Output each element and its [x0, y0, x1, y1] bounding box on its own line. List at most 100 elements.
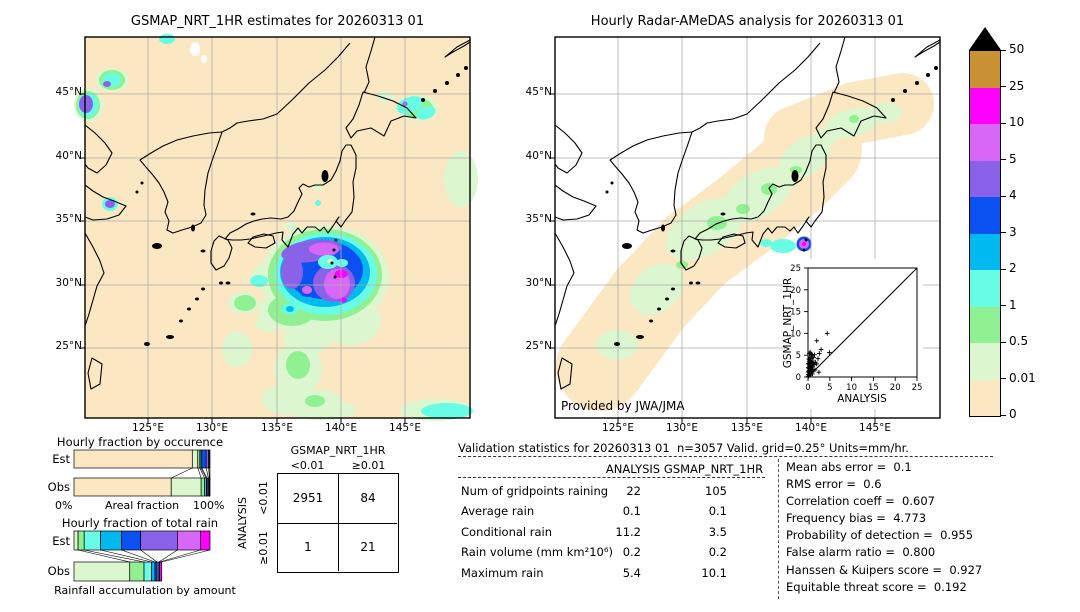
- hourly-fraction-of-total-rain-Est-seg-10-25: [200, 530, 211, 551]
- colorbar-label-0.5: 0.5: [1009, 334, 1029, 348]
- occurrence-est-label: Est: [52, 452, 70, 466]
- radar-intense-cell: [796, 236, 812, 252]
- stats-row-analysis: 22: [626, 484, 641, 498]
- stats-title-rule: [458, 456, 993, 457]
- hourly-fraction-of-total-rain-Obs-seg-0.01-0.5: [73, 561, 131, 582]
- right-lat-30°N: 30°N: [525, 277, 552, 289]
- hourly-fraction-by-occurrence-fan-lines: [171, 467, 211, 479]
- left-lon-125°E: 125°E: [132, 422, 164, 434]
- left-lat-30°N: 30°N: [55, 277, 82, 289]
- colorbar-band-6: [970, 270, 1000, 307]
- svg-text:5: 5: [796, 351, 801, 361]
- map-frame: [550, 36, 941, 423]
- total-rain-xlabel: Rainfall accumulation by amount: [54, 584, 236, 597]
- hourly-fraction-of-total-rain-Est-seg-0.01-0.5: [73, 530, 79, 551]
- stats-row-3: Rain volume (mm km²10⁶) 0.2 0.2: [458, 545, 778, 565]
- svg-text:10: 10: [846, 383, 857, 393]
- colorbar-overflow-triangle: [969, 27, 1001, 50]
- credit-text: Provided by JWA/JMA: [561, 399, 685, 413]
- hourly-fraction-of-total-rain-Est-seg-5-10: [177, 530, 201, 551]
- contingency-row-label-0: <0.01: [257, 481, 270, 515]
- left-lon-140°E: 140°E: [325, 422, 357, 434]
- stats-row-label: Maximum rain: [461, 565, 544, 580]
- svg-text:15: 15: [868, 383, 879, 393]
- score-frequency-bias: Frequency bias = 4.773: [786, 511, 927, 526]
- colorbar-band-1: [970, 87, 1000, 124]
- stats-row-gsmap: 0.2: [708, 545, 727, 560]
- colorbar-band-5: [970, 233, 1000, 270]
- colorbar-band-4: [970, 197, 1000, 234]
- stats-row-gsmap: 3.5: [708, 524, 727, 539]
- colorbar-tickmark-3: [1001, 232, 1006, 233]
- radar-amedas-map: 00 5 5 10 10 15 15 20 20 25 25 ANALYSIS GSMAP_NRT_1H…: [550, 36, 941, 423]
- score-equitable-threat-score: Equitable threat score = 0.192: [786, 579, 967, 594]
- hourly-fraction-of-total-rain-Est-seg-2-3: [100, 530, 122, 551]
- stats-col-analysis: ANALYSIS: [605, 462, 661, 476]
- svg-text:25: 25: [912, 383, 923, 393]
- score-hanssen-kuipers-score: Hanssen & Kuipers score = 0.927: [786, 562, 983, 577]
- stats-row-label: Average rain: [461, 504, 535, 519]
- right-lon-145°E: 145°E: [859, 422, 891, 434]
- left-map-title: GSMAP_NRT_1HR estimates for 20260313 01: [130, 14, 425, 29]
- occurrence-obs-label: Obs: [47, 480, 70, 494]
- hourly-fraction-by-occurrence-Obs-seg-0.5-1: [200, 477, 205, 497]
- contingency-col-label-1: ≥0.01: [351, 459, 386, 472]
- left-lat-40°N: 40°N: [55, 150, 82, 162]
- colorbar-band-8: [970, 343, 1000, 380]
- stats-row-2: Conditional rain 11.2 3.5: [458, 525, 778, 545]
- right-lat-45°N: 45°N: [525, 86, 552, 98]
- hourly-fraction-by-occurrence-Est-seg-3-4: [201, 449, 207, 469]
- stats-title: Validation statistics for 20260313 01 n=…: [458, 441, 909, 455]
- contingency-cell-01: 84: [339, 474, 397, 524]
- right-lat-35°N: 35°N: [525, 213, 552, 225]
- colorbar-label-0.01: 0.01: [1009, 370, 1036, 385]
- left-lon-145°E: 145°E: [389, 422, 421, 434]
- contingency-row-group: ANALYSIS: [236, 497, 249, 549]
- hourly-fraction-by-occurrence-Obs-seg-0.01-0.5: [170, 477, 202, 497]
- colorbar-label-2: 2: [1009, 261, 1017, 275]
- right-lat-40°N: 40°N: [525, 150, 552, 162]
- occurrence-xlabel: Areal fraction: [104, 499, 180, 512]
- svg-text:20: 20: [790, 286, 801, 296]
- hourly-fraction-by-occurrence-Est-seg-0.01-0.5: [191, 449, 199, 469]
- gsmap-estimates-map: [74, 34, 478, 423]
- colorbar-band-0: [970, 51, 1000, 88]
- hourly-fraction-by-occurrence-Est-seg-4-5: [205, 449, 209, 469]
- svg-text:20: 20: [890, 383, 901, 393]
- hourly-fraction-of-total-rain-Obs-seg-0.5-1: [129, 561, 145, 582]
- hourly-fraction-of-total-rain-Obs-seg-10-25: [159, 561, 163, 582]
- colorbar-tickmark-0: [1001, 414, 1006, 416]
- inset-scatter: 00 5 5 10 10 15 15 20 20 25 25 ANALYSIS GSMAP_NRT_1H…: [782, 259, 923, 409]
- skill-scores: Mean abs error = 0.1 RMS error = 0.6 Corre…: [786, 460, 1076, 597]
- stats-row-gsmap: 10.1: [701, 565, 727, 580]
- hourly-fraction-of-total-rain-Obs-seg-2-3: [151, 561, 156, 582]
- occurrence-chart: [73, 449, 211, 497]
- stats-divider: [778, 459, 779, 599]
- hourly-fraction-of-total-rain-fan-lines: [78, 549, 211, 563]
- colorbar-band-9: [970, 379, 1000, 416]
- hourly-fraction-of-total-rain-Obs-seg-1-2: [143, 561, 152, 582]
- svg-text:5: 5: [827, 383, 832, 393]
- left-lat-25°N: 25°N: [55, 340, 82, 352]
- occurrence-x-max: 100%: [193, 499, 225, 512]
- colorbar-tickmark-2: [1001, 268, 1006, 270]
- left-lat-45°N: 45°N: [55, 86, 82, 98]
- total-rain-chart: [73, 530, 211, 582]
- hourly-fraction-of-total-rain-Est-seg-0.5-1: [77, 530, 85, 551]
- colorbar-label-5: 5: [1009, 151, 1017, 166]
- gridlines: [555, 37, 940, 418]
- colorbar-tickmark-1: [1001, 305, 1006, 306]
- stats-row-analysis: 11.2: [615, 524, 641, 539]
- inset-ylabel: GSMAP_NRT_1HR: [782, 278, 794, 369]
- hourly-fraction-by-occurrence-Obs-seg-0-0.01: [73, 477, 172, 497]
- colorbar-band-2: [970, 124, 1000, 161]
- colorbar: [969, 50, 1001, 417]
- colorbar-tickmark-0.5: [1001, 341, 1006, 343]
- stats-row-analysis: 0.2: [622, 545, 641, 560]
- colorbar-tickmark-0.01: [1001, 378, 1006, 379]
- stats-row-label: Conditional rain: [461, 524, 553, 539]
- inset-xlabel: ANALYSIS: [837, 393, 887, 405]
- stats-col-gsmap: GSMAP_NRT_1HR: [663, 462, 764, 476]
- svg-text:0: 0: [796, 373, 801, 383]
